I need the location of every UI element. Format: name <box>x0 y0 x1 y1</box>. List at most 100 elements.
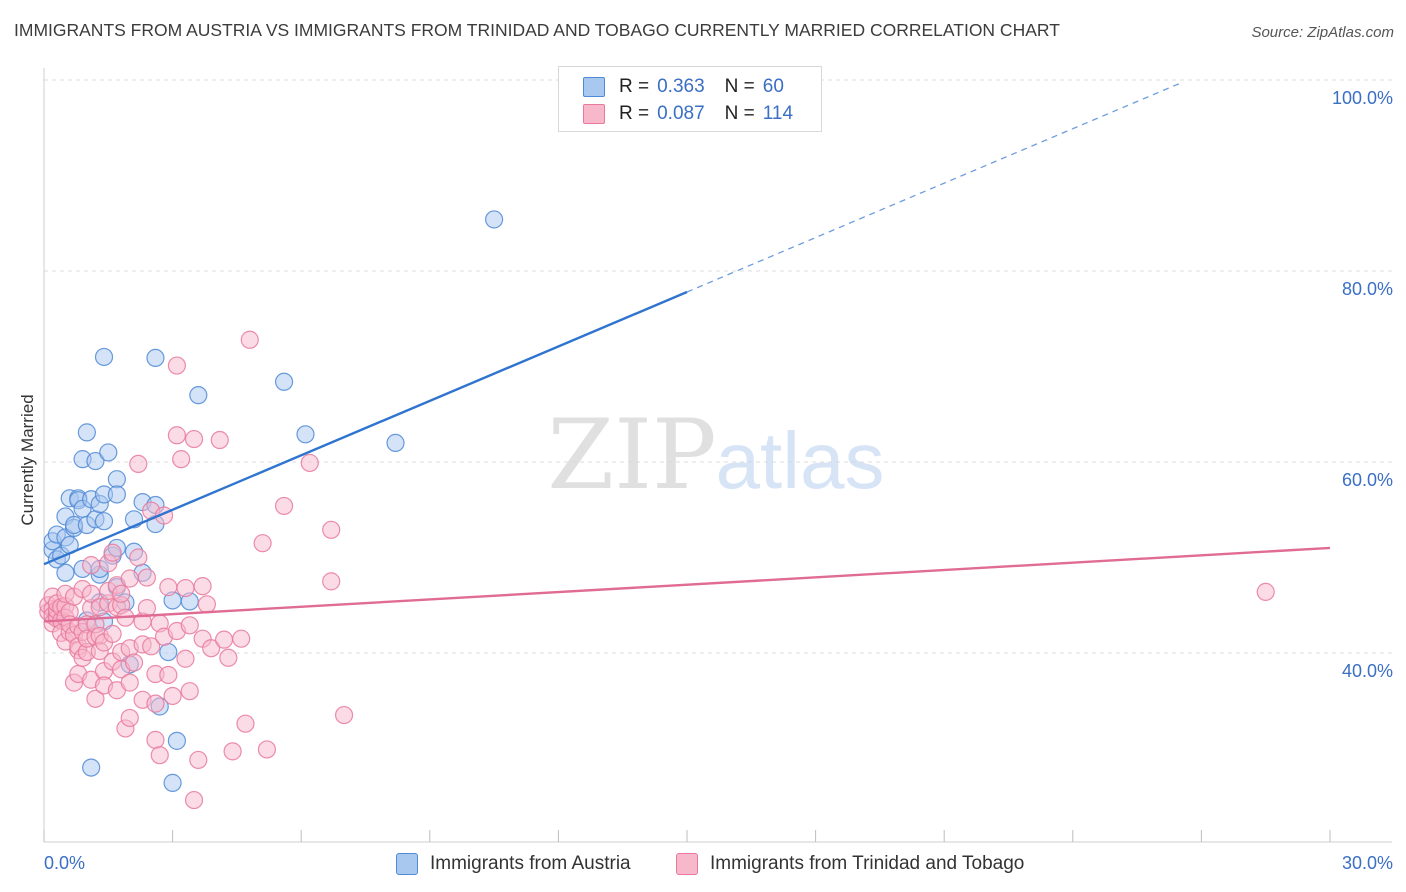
trinidad-point <box>163 686 182 706</box>
trinidad-point <box>176 578 195 598</box>
austria-point <box>107 470 126 489</box>
y-tick-label: 100.0% <box>1332 88 1393 108</box>
trinidad-point <box>202 639 221 658</box>
trinidad-point <box>184 790 204 810</box>
trinidad-point <box>219 648 238 667</box>
trinidad-point <box>322 520 341 539</box>
trinidad-point <box>103 624 122 644</box>
trinidad-point <box>193 577 212 596</box>
austria-point <box>99 443 118 462</box>
austria-point <box>86 451 105 471</box>
trinidad-r-label: R = <box>619 103 650 124</box>
x-tick-label-min: 0.0% <box>44 853 85 873</box>
austria-point <box>485 210 504 229</box>
legend-row-austria: R = 0.363 N = 60 <box>583 76 784 98</box>
y-axis-label: Currently Married <box>18 394 37 526</box>
trinidad-point <box>197 595 216 614</box>
bottom-trinidad-label: Immigrants from Trinidad and Tobago <box>710 853 1025 874</box>
trinidad-point <box>82 556 101 575</box>
austria-point <box>82 758 101 777</box>
tick-labels: 40.0% 60.0% 80.0% 100.0% 0.0% 30.0% <box>44 88 1393 873</box>
trinidad-point <box>120 569 139 588</box>
austria-n-value: 60 <box>762 76 784 97</box>
trinidad-point <box>300 453 319 473</box>
austria-point <box>163 773 182 792</box>
trinidad-point <box>167 426 186 445</box>
bottom-legend-austria: Immigrants from Austria <box>396 852 631 876</box>
trinidad-point <box>82 584 101 603</box>
data-points <box>39 210 1275 810</box>
trinidad-point <box>150 746 169 765</box>
austria-point <box>386 433 405 452</box>
trinidad-point <box>257 740 277 759</box>
austria-r-label: R = <box>619 76 650 97</box>
chart-title: IMMIGRANTS FROM AUSTRIA VS IMMIGRANTS FR… <box>14 20 1060 40</box>
trinidad-point <box>210 430 229 450</box>
trinidad-n-value: 114 <box>762 103 794 124</box>
austria-point <box>94 347 114 367</box>
watermark-zip: ZIP <box>547 399 716 511</box>
trinidad-point <box>214 630 234 649</box>
austria-point <box>159 642 178 662</box>
trinidad-point <box>129 548 148 567</box>
trend-lines <box>43 82 1331 623</box>
y-tick-label: 40.0% <box>1342 661 1393 681</box>
watermark-atlas: atlas <box>716 416 885 505</box>
austria-point <box>189 386 208 405</box>
trinidad-point <box>274 496 294 516</box>
x-tick-label-max: 30.0% <box>1342 853 1393 873</box>
trinidad-point <box>184 429 204 449</box>
trinidad-point <box>124 653 144 672</box>
trinidad-point <box>1256 582 1275 601</box>
trinidad-point <box>142 637 161 656</box>
trinidad-point <box>322 572 341 591</box>
trinidad-n-label: N = <box>724 103 755 124</box>
trinidad-trend-line <box>43 546 1331 623</box>
trinidad-point <box>167 356 186 375</box>
trinidad-point <box>137 568 156 587</box>
austria-trend-line <box>43 290 688 566</box>
trinidad-point <box>129 454 148 474</box>
austria-point <box>77 423 96 442</box>
bottom-trinidad-swatch <box>676 853 698 875</box>
trinidad-point <box>334 705 354 725</box>
trinidad-swatch <box>583 104 605 124</box>
trinidad-point <box>146 730 165 750</box>
trinidad-point <box>172 450 191 469</box>
trinidad-point <box>120 708 139 728</box>
austria-point <box>167 731 186 750</box>
bottom-legend-trinidad: Immigrants from Trinidad and Tobago <box>676 852 1024 876</box>
trinidad-point <box>180 616 199 635</box>
trinidad-point <box>240 330 259 349</box>
axes <box>43 68 1392 843</box>
trinidad-point <box>180 682 199 701</box>
legend-row-trinidad: R = 0.087 N = 114 <box>583 103 793 125</box>
trinidad-point <box>112 584 131 603</box>
trinidad-point <box>146 694 165 713</box>
trinidad-point <box>176 649 195 668</box>
trinidad-point <box>103 543 122 562</box>
austria-n-label: N = <box>724 76 755 97</box>
austria-point <box>146 348 165 368</box>
source-label: Source: ZipAtlas.com <box>1251 24 1394 41</box>
austria-swatch <box>583 77 605 97</box>
y-tick-label: 80.0% <box>1342 279 1393 299</box>
austria-point <box>296 425 315 444</box>
grid-lines <box>44 79 1392 654</box>
watermark: ZIP atlas <box>547 399 884 511</box>
austria-r-value: 0.363 <box>657 76 705 97</box>
austria-point <box>94 512 114 531</box>
austria-point <box>274 372 294 391</box>
trinidad-point <box>86 689 105 708</box>
bottom-austria-swatch <box>396 853 418 875</box>
trinidad-point <box>223 742 242 761</box>
trinidad-point <box>236 714 255 733</box>
trinidad-point <box>232 629 251 648</box>
trinidad-point <box>120 673 139 692</box>
trinidad-point <box>159 665 178 685</box>
austria-trend-extension <box>686 82 1181 293</box>
y-tick-label: 60.0% <box>1342 470 1393 490</box>
trinidad-r-value: 0.087 <box>657 103 705 124</box>
stats-legend: R = 0.363 N = 60 R = 0.087 N = 114 <box>558 66 822 132</box>
